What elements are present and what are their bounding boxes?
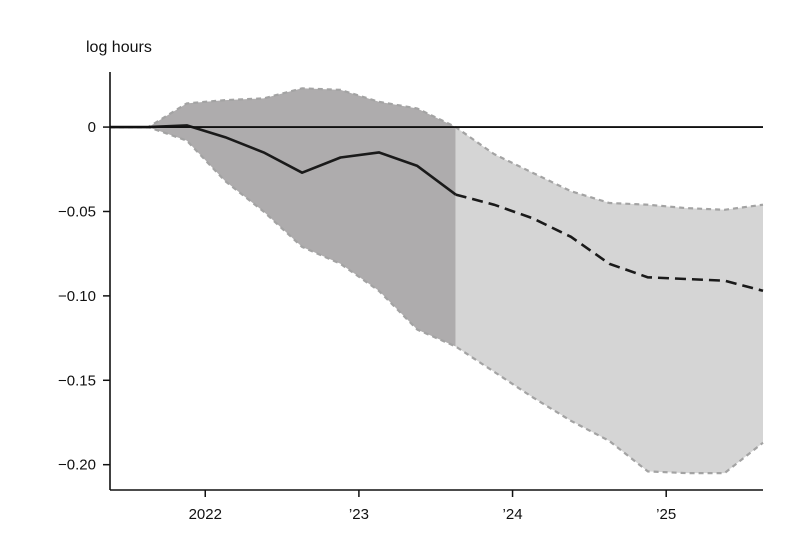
tick-labels: 0 −0.05 −0.10 −0.15 −0.20 2022 ’23 ’24 ’25 — [58, 119, 676, 523]
upper-band-edge — [110, 87, 764, 211]
x-tick-label: 2022 — [189, 506, 222, 523]
lower-band-edge — [110, 126, 764, 475]
estimate-line-dashed — [455, 193, 764, 293]
x-tick-label: ’23 — [349, 506, 369, 523]
axes — [103, 72, 763, 497]
confidence-bands — [110, 87, 764, 475]
y-tick-label: −0.15 — [58, 372, 96, 389]
x-tick-label: ’24 — [503, 506, 523, 523]
y-tick-label: −0.05 — [58, 203, 96, 220]
x-tick-label: ’25 — [656, 506, 676, 523]
y-tick-label: 0 — [88, 119, 96, 136]
y-axis-label: log hours — [86, 39, 152, 56]
y-tick-label: −0.10 — [58, 288, 96, 305]
y-tick-label: −0.20 — [58, 457, 96, 474]
confidence-band-light — [455, 127, 763, 474]
